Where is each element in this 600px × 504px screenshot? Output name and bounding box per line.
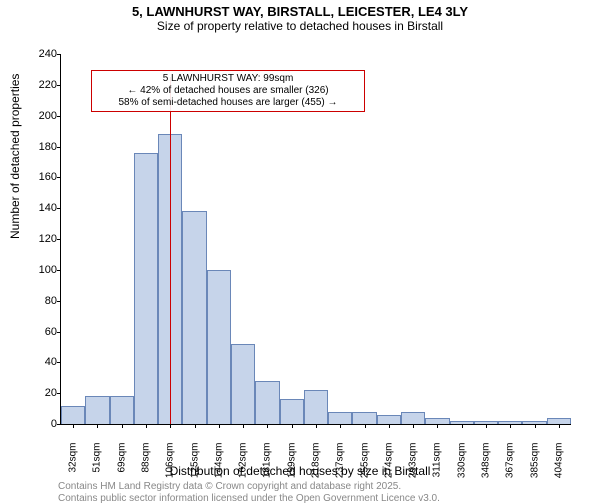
y-tick-label: 0: [25, 418, 57, 430]
x-tick-mark: [195, 424, 196, 428]
y-tick-label: 60: [25, 326, 57, 338]
y-tick-mark: [57, 116, 61, 117]
x-tick-mark: [243, 424, 244, 428]
y-tick-label: 120: [25, 233, 57, 245]
y-tick-label: 240: [25, 48, 57, 60]
chart-subtitle: Size of property relative to detached ho…: [0, 19, 600, 33]
y-tick-mark: [57, 147, 61, 148]
x-tick-mark: [413, 424, 414, 428]
histogram-bar: [134, 153, 158, 424]
y-tick-label: 80: [25, 295, 57, 307]
y-tick-mark: [57, 177, 61, 178]
x-tick-mark: [267, 424, 268, 428]
x-tick-mark: [170, 424, 171, 428]
x-tick-mark: [340, 424, 341, 428]
y-tick-mark: [57, 54, 61, 55]
x-tick-mark: [510, 424, 511, 428]
x-tick-mark: [292, 424, 293, 428]
x-tick-mark: [462, 424, 463, 428]
annotation-line: 58% of semi-detached houses are larger (…: [98, 97, 358, 109]
histogram-bar: [352, 412, 376, 424]
x-tick-mark: [73, 424, 74, 428]
histogram-bar: [280, 399, 304, 424]
y-tick-label: 140: [25, 202, 57, 214]
x-tick-mark: [219, 424, 220, 428]
histogram-bar: [255, 381, 279, 424]
annotation-line: 5 LAWNHURST WAY: 99sqm: [98, 73, 358, 85]
histogram-bar: [110, 396, 134, 424]
x-tick-mark: [365, 424, 366, 428]
x-tick-mark: [535, 424, 536, 428]
x-tick-mark: [316, 424, 317, 428]
y-tick-mark: [57, 332, 61, 333]
y-tick-label: 40: [25, 356, 57, 368]
histogram-bar: [207, 270, 231, 424]
histogram-bar: [377, 415, 401, 424]
y-tick-mark: [57, 85, 61, 86]
y-tick-mark: [57, 239, 61, 240]
x-tick-mark: [437, 424, 438, 428]
y-axis-label: Number of detached properties: [8, 74, 22, 239]
histogram-bar: [61, 406, 85, 425]
x-tick-mark: [97, 424, 98, 428]
chart-plot-area: 02040608010012014016018020022024032sqm51…: [60, 54, 571, 425]
y-tick-mark: [57, 301, 61, 302]
y-tick-label: 100: [25, 264, 57, 276]
x-tick-mark: [486, 424, 487, 428]
y-tick-mark: [57, 270, 61, 271]
histogram-bar: [328, 412, 352, 424]
y-tick-mark: [57, 393, 61, 394]
annotation-line: ← 42% of detached houses are smaller (32…: [98, 85, 358, 97]
y-tick-mark: [57, 208, 61, 209]
y-tick-label: 180: [25, 141, 57, 153]
x-tick-mark: [389, 424, 390, 428]
x-tick-mark: [122, 424, 123, 428]
y-tick-mark: [57, 424, 61, 425]
attribution-line-2: Contains public sector information licen…: [58, 493, 598, 504]
x-tick-mark: [559, 424, 560, 428]
attribution-line-1: Contains HM Land Registry data © Crown c…: [58, 481, 598, 492]
y-tick-label: 20: [25, 387, 57, 399]
histogram-bar: [182, 211, 206, 424]
y-tick-label: 200: [25, 110, 57, 122]
y-tick-label: 160: [25, 171, 57, 183]
y-tick-label: 220: [25, 79, 57, 91]
reference-line: [170, 77, 171, 424]
histogram-bar: [231, 344, 255, 424]
histogram-bar: [85, 396, 109, 424]
histogram-bar: [401, 412, 425, 424]
histogram-bar: [304, 390, 328, 424]
annotation-box: 5 LAWNHURST WAY: 99sqm← 42% of detached …: [91, 70, 365, 112]
x-tick-mark: [146, 424, 147, 428]
x-axis-label: Distribution of detached houses by size …: [0, 464, 600, 478]
y-tick-mark: [57, 362, 61, 363]
chart-title: 5, LAWNHURST WAY, BIRSTALL, LEICESTER, L…: [0, 4, 600, 19]
